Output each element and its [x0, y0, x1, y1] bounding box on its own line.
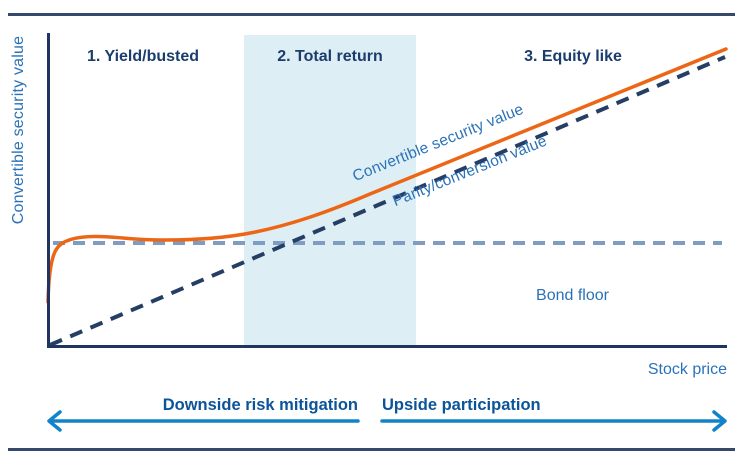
- upside-participation-label: Upside participation: [382, 396, 541, 414]
- bottom-divider: [8, 448, 735, 451]
- axes: [47, 33, 727, 348]
- region-title-total-return: 2. Total return: [277, 48, 383, 65]
- downside-risk-mitigation-label: Downside risk mitigation: [162, 396, 358, 414]
- x-axis-label: Stock price: [647, 361, 727, 378]
- region-title-equity-like: 3. Equity like: [524, 48, 622, 65]
- bond-floor-label: Bond floor: [536, 287, 609, 304]
- top-divider: [8, 13, 735, 16]
- total-return-shaded-region: [244, 35, 416, 347]
- downside-arrow-left-icon: [47, 410, 360, 432]
- parity-conversion-line: [49, 55, 726, 347]
- region-title-yield-busted: 1. Yield/busted: [86, 48, 200, 65]
- upside-arrow-right-icon: [380, 410, 727, 432]
- convertible-security-value-curve: [46, 47, 728, 304]
